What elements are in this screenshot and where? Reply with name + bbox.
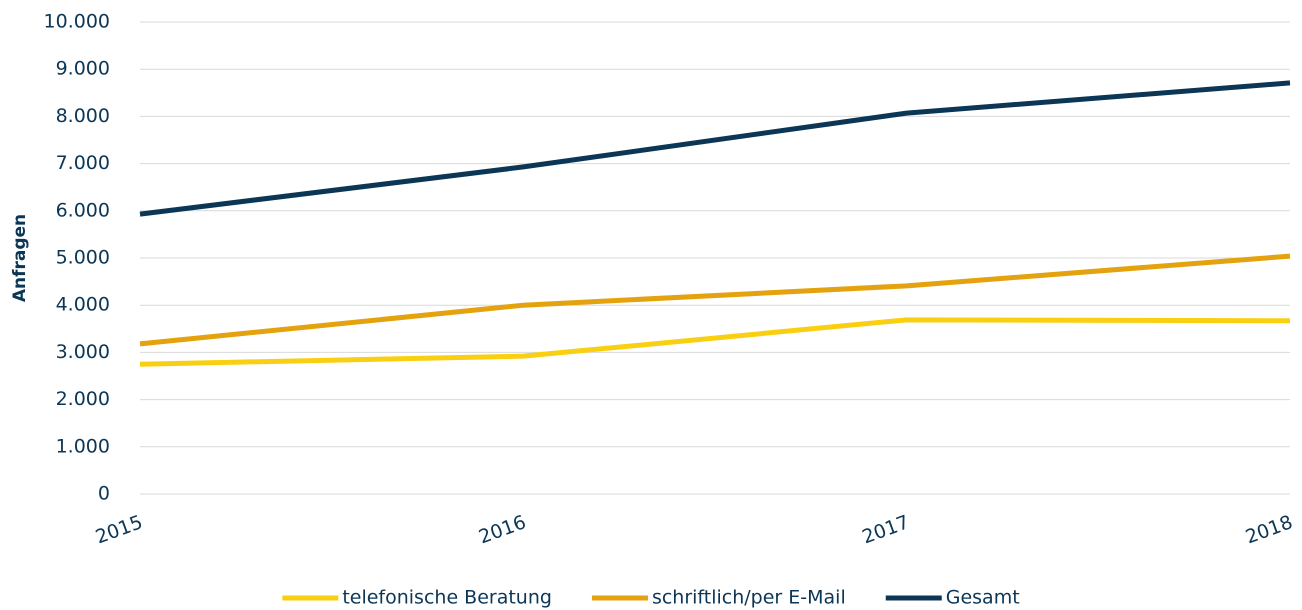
series-line [139, 317, 1291, 367]
y-tick-label: 7.000 [56, 152, 110, 174]
y-tick-label: 8.000 [56, 105, 110, 127]
series-line [139, 80, 1291, 217]
x-tick-label: 2016 [476, 511, 529, 548]
x-tick-label: 2015 [93, 511, 146, 548]
y-tick-label: 10.000 [44, 11, 110, 33]
y-tick-label: 2.000 [56, 388, 110, 410]
y-tick-label: 1.000 [56, 435, 110, 457]
y-tick-label: 6.000 [56, 199, 110, 221]
y-tick-label: 4.000 [56, 294, 110, 316]
legend-label: telefonische Beratung [342, 587, 552, 609]
y-tick-label: 5.000 [56, 247, 110, 269]
legend-label: Gesamt [946, 587, 1020, 609]
series-line [139, 253, 1291, 347]
x-tick-label: 2018 [1243, 511, 1296, 548]
y-axis-label: Anfragen [10, 214, 30, 302]
y-tick-label: 3.000 [56, 341, 110, 363]
y-tick-label: 0 [98, 483, 110, 505]
y-tick-label: 9.000 [56, 58, 110, 80]
legend-label: schriftlich/per E-Mail [652, 587, 846, 609]
x-tick-label: 2017 [859, 511, 912, 548]
